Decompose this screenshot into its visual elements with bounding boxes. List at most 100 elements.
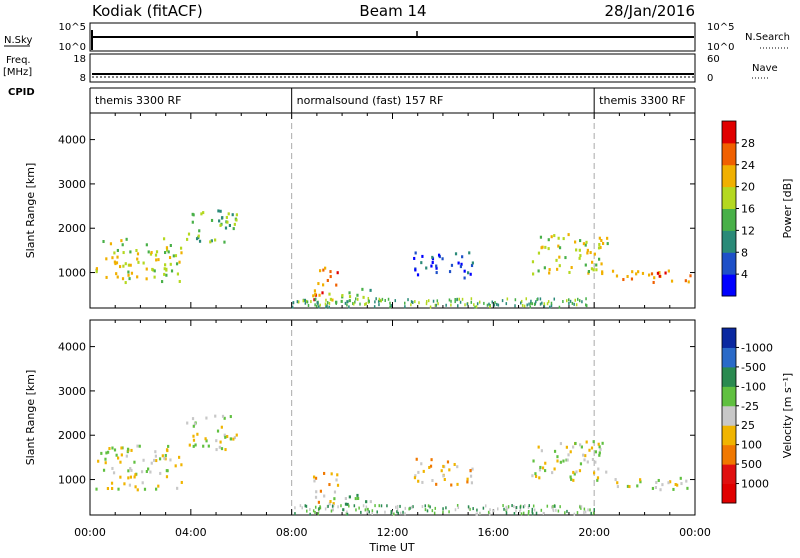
data-cell	[336, 473, 339, 477]
data-cell	[656, 271, 660, 275]
data-cell	[454, 252, 458, 256]
data-cell	[165, 268, 168, 272]
data-cell	[579, 443, 582, 447]
data-cell	[127, 270, 130, 274]
data-cell	[384, 298, 386, 302]
data-cell	[204, 437, 207, 441]
data-cell	[575, 248, 578, 252]
x-tick-label: 12:00	[377, 526, 409, 539]
data-cell	[326, 278, 329, 282]
data-cell	[586, 248, 589, 252]
data-cell	[165, 469, 168, 473]
data-cell	[427, 504, 430, 508]
freq-label-2: [MHz]	[3, 67, 32, 78]
data-cell	[346, 300, 349, 304]
data-cell	[344, 497, 347, 501]
data-cell	[442, 507, 444, 511]
data-cell	[558, 255, 561, 259]
data-cell	[489, 508, 491, 512]
data-cell	[126, 447, 130, 451]
data-cell	[384, 510, 386, 514]
data-cell	[655, 480, 658, 484]
colorbar-tick-label: 100	[741, 439, 762, 452]
data-cell	[582, 242, 586, 246]
data-cell	[556, 459, 559, 463]
data-cell	[393, 512, 395, 516]
data-cell	[689, 274, 692, 278]
data-cell	[353, 504, 356, 508]
data-cell	[430, 458, 433, 462]
data-cell	[566, 458, 569, 462]
data-cell	[97, 459, 100, 463]
data-cell	[593, 471, 596, 475]
data-cell	[457, 304, 459, 308]
data-cell	[135, 248, 138, 252]
data-cell	[165, 246, 169, 250]
data-cell	[218, 219, 221, 223]
data-cell	[157, 258, 160, 262]
data-cell	[296, 300, 299, 304]
data-cell	[435, 303, 437, 307]
data-cell	[178, 260, 181, 264]
data-cell	[176, 272, 180, 276]
data-cell	[122, 251, 125, 255]
data-cell	[493, 303, 496, 307]
data-cell	[215, 439, 218, 443]
data-cell	[674, 482, 677, 486]
data-cell	[136, 257, 139, 261]
data-cell	[431, 479, 434, 483]
data-cell	[429, 464, 433, 468]
data-cell	[309, 512, 311, 516]
data-cell	[531, 510, 533, 514]
data-cell	[142, 261, 145, 265]
data-cell	[506, 297, 509, 301]
colorbar-swatch	[722, 121, 736, 144]
data-cell	[129, 467, 132, 471]
data-cell	[214, 238, 217, 242]
y-tick-label: 1000	[58, 474, 86, 487]
data-cell	[224, 448, 227, 452]
data-cell	[639, 480, 642, 484]
data-cell	[558, 264, 561, 268]
data-cell	[476, 508, 478, 512]
colorbar-swatch	[722, 142, 736, 166]
data-cell	[150, 461, 153, 465]
data-cell	[501, 299, 504, 303]
data-cell	[505, 511, 508, 515]
data-cell	[576, 511, 579, 515]
data-cell	[341, 294, 344, 298]
data-cell	[553, 449, 557, 453]
data-cell	[497, 507, 499, 511]
data-cell	[565, 458, 568, 462]
data-cell	[574, 298, 577, 302]
data-cell	[378, 297, 381, 301]
data-cell	[417, 479, 420, 483]
data-cell	[601, 242, 605, 246]
data-cell	[579, 254, 582, 258]
data-cell	[530, 299, 532, 303]
data-cell	[582, 453, 585, 457]
data-cell	[570, 477, 573, 481]
data-cell	[390, 304, 392, 308]
data-cell	[340, 299, 343, 303]
data-cell	[129, 250, 132, 254]
data-cell	[664, 271, 667, 275]
data-cell	[327, 504, 329, 508]
data-cell	[322, 283, 325, 287]
data-cell	[555, 258, 558, 262]
data-cell	[219, 209, 222, 213]
data-cell	[165, 475, 169, 479]
data-cell	[128, 483, 132, 487]
data-cell	[309, 508, 311, 512]
data-cell	[529, 305, 532, 309]
data-cell	[569, 450, 572, 454]
data-cell	[404, 506, 407, 510]
data-cell	[387, 297, 390, 301]
data-cell	[313, 298, 316, 302]
data-cell	[399, 504, 401, 508]
data-cell	[191, 220, 194, 224]
data-cell	[459, 300, 462, 304]
data-cell	[420, 261, 423, 265]
data-cell	[319, 506, 322, 510]
data-cell	[231, 213, 234, 217]
